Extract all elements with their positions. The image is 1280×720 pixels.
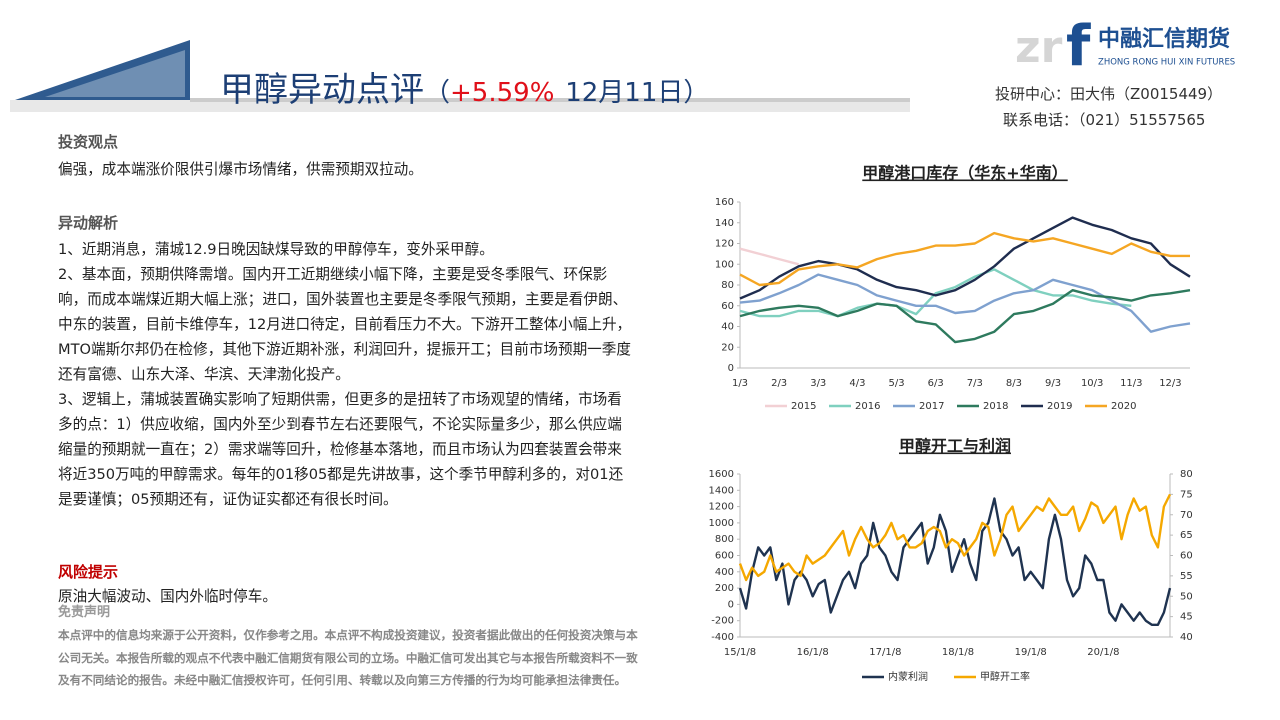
disclaimer-text: 本点评中的信息均来源于公开资料，仅作参考之用。本点评不构成投资建议，投资者据此做… (58, 628, 638, 687)
y-tick-label: 0 (728, 363, 734, 374)
logo-f: f (1066, 14, 1091, 79)
date: 12月11日 (565, 78, 684, 108)
y-tick-label: 200 (715, 583, 734, 594)
legend-label: 2016 (855, 401, 880, 412)
series-line (738, 493, 1172, 582)
x-tick-label: 15/1/8 (724, 647, 756, 658)
series-line (739, 247, 800, 266)
x-tick-label: 6/3 (928, 378, 944, 389)
y-tick-label: 400 (715, 567, 734, 578)
analyst: 投研中心：田大伟（Z0015449） (995, 85, 1223, 103)
y-tick-label: 40 (721, 322, 734, 333)
y-tick-label: 1600 (709, 469, 734, 480)
header-underline (190, 98, 910, 102)
series-line (739, 216, 1191, 300)
y-tick-label: 120 (715, 239, 734, 250)
chart-title: 甲醇港口库存（华东+华南） (862, 164, 1067, 183)
risk-heading: 风险提示 (58, 563, 119, 581)
series-line (738, 497, 1172, 626)
section-heading: 异动解析 (58, 214, 119, 232)
series-line (739, 231, 1190, 287)
y-tick-label: 80 (721, 280, 734, 291)
y-tick-label: 140 (715, 218, 734, 229)
y2-tick-label: 45 (1180, 612, 1193, 623)
y-tick-label: 600 (715, 551, 734, 562)
change: +5.59% (450, 78, 555, 108)
header-bar (10, 100, 910, 112)
legend-label: 2015 (791, 401, 816, 412)
y2-tick-label: 75 (1180, 489, 1193, 500)
y2-tick-label: 65 (1180, 530, 1193, 541)
phone: 联系电话：（021）51557565 (1003, 111, 1206, 129)
legend-label: 2018 (983, 401, 1008, 412)
legend-label: 2019 (1047, 401, 1072, 412)
paren: （ (424, 78, 451, 108)
y2-tick-label: 80 (1180, 469, 1193, 480)
x-tick-label: 4/3 (849, 378, 865, 389)
legend-label: 内蒙利润 (888, 670, 928, 683)
y2-tick-label: 40 (1180, 632, 1193, 643)
legend-label: 2020 (1111, 401, 1136, 412)
risk-text: 原油大幅波动、国内外临时停车。 (58, 588, 277, 605)
logo-letters: zr (1015, 22, 1063, 73)
x-tick-label: 17/1/8 (869, 647, 901, 658)
x-tick-label: 16/1/8 (797, 647, 829, 658)
legend-label: 2017 (919, 401, 944, 412)
y-tick-label: 160 (715, 197, 734, 208)
x-tick-label: 3/3 (810, 378, 826, 389)
y-tick-label: 60 (721, 301, 734, 312)
paren: ） (683, 78, 710, 108)
x-tick-label: 18/1/8 (942, 647, 974, 658)
analysis-list: 1、近期消息，蒲城12.9日晚因缺煤导致的甲醇停车，变外采甲醇。 2、基本面，预… (58, 237, 636, 512)
y2-tick-label: 55 (1180, 571, 1193, 582)
x-tick-label: 8/3 (1006, 378, 1022, 389)
disclaimer-heading: 免责声明 (58, 605, 111, 620)
x-tick-label: 20/1/8 (1087, 647, 1119, 658)
series-line (739, 289, 1191, 344)
series-line (739, 273, 1191, 333)
view-text: 偏强，成本端涨价限供引爆市场情绪，供需预期双拉动。 (58, 161, 423, 178)
y-tick-label: 0 (728, 599, 734, 610)
y-tick-label: 100 (715, 259, 734, 270)
y-tick-label: 1400 (709, 485, 734, 496)
x-tick-label: 9/3 (1045, 378, 1061, 389)
analysis-item: 3、逻辑上，蒲城装置确实影响了短期供需，但更多的是扭转了市场观望的情绪，市场看多… (58, 391, 624, 508)
x-tick-label: 19/1/8 (1015, 647, 1047, 658)
x-tick-label: 1/3 (732, 378, 748, 389)
x-tick-label: 10/3 (1081, 378, 1103, 389)
header-triangle-inner (45, 50, 185, 97)
y-tick-label: -200 (711, 616, 734, 627)
logo-name: 中融汇信期货 (1098, 26, 1230, 52)
chart-title: 甲醇开工与利润 (899, 437, 1011, 456)
y-tick-label: 1200 (709, 502, 734, 513)
x-tick-label: 7/3 (967, 378, 983, 389)
section-heading: 投资观点 (58, 133, 119, 151)
y-tick-label: 1000 (709, 518, 734, 529)
y2-tick-label: 50 (1180, 591, 1193, 602)
analysis-item: 2、基本面，预期供降需增。国内开工近期继续小幅下降，主要是受冬季限气、环保影响，… (58, 266, 632, 383)
y2-tick-label: 70 (1180, 510, 1193, 521)
x-tick-label: 2/3 (771, 378, 787, 389)
x-tick-label: 11/3 (1120, 378, 1142, 389)
title-line: 甲醇异动点评（+5.59% 12月11日） (220, 62, 709, 111)
analysis-item: 1、近期消息，蒲城12.9日晚因缺煤导致的甲醇停车，变外采甲醇。 (58, 241, 494, 258)
legend-label: 甲醇开工率 (980, 670, 1030, 683)
x-tick-label: 12/3 (1159, 378, 1181, 389)
title: 甲醇异动点评 (220, 70, 424, 110)
logo-pinyin: ZHONG RONG HUI XIN FUTURES (1098, 58, 1235, 68)
y-tick-label: -400 (711, 632, 734, 643)
x-tick-label: 5/3 (888, 378, 904, 389)
y2-tick-label: 60 (1180, 551, 1193, 562)
y-tick-label: 800 (715, 534, 734, 545)
y-tick-label: 20 (721, 342, 734, 353)
